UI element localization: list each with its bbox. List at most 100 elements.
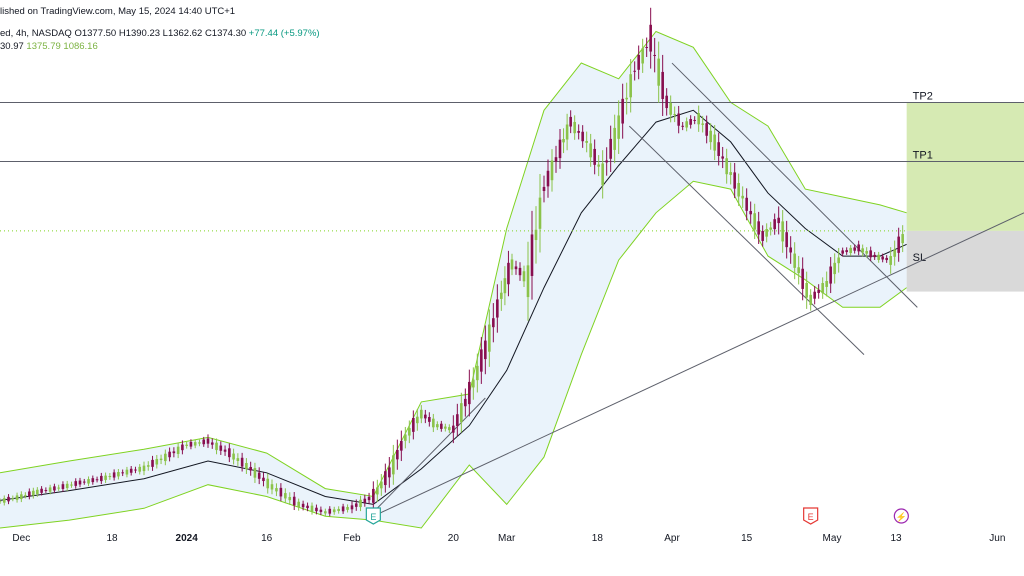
axis-label[interactable]: May xyxy=(823,533,842,544)
candle-body xyxy=(24,495,27,497)
candle-body xyxy=(693,119,696,121)
axis-label[interactable]: Dec xyxy=(12,533,30,544)
candle-body xyxy=(82,481,86,483)
bollinger-lower-line xyxy=(0,180,907,529)
candle-body xyxy=(645,46,648,48)
candle-body xyxy=(253,468,257,478)
candle-body xyxy=(129,468,133,473)
candle-body xyxy=(865,250,868,254)
long-position-tool[interactable] xyxy=(906,102,1024,292)
candle-body xyxy=(717,142,720,156)
target-zone[interactable] xyxy=(906,102,1024,231)
candle-body xyxy=(112,472,116,478)
candle-body xyxy=(448,427,451,431)
axis-label[interactable]: 2024 xyxy=(176,533,199,544)
candle-body xyxy=(444,426,447,429)
axis-label[interactable]: 16 xyxy=(261,533,273,544)
candle-body xyxy=(733,172,736,189)
candle-body xyxy=(577,131,580,133)
candle-body xyxy=(593,148,596,165)
axis-label[interactable]: 13 xyxy=(890,533,902,544)
events-icon-glyph: E xyxy=(370,512,376,522)
trendline-channel-lower[interactable] xyxy=(628,125,865,355)
trendlines[interactable] xyxy=(372,62,1024,517)
ohlc-open: O1377.50 xyxy=(74,28,117,39)
candle-body xyxy=(284,493,287,499)
candle-body xyxy=(562,139,565,143)
candle-body xyxy=(428,416,431,422)
candle-body xyxy=(44,490,48,492)
candle-body xyxy=(104,475,107,480)
candle-body xyxy=(219,445,223,451)
candle-body xyxy=(558,139,562,159)
trendline-inner-falling[interactable] xyxy=(372,397,486,513)
trendline-channel-upper[interactable] xyxy=(671,62,918,308)
axis-label[interactable]: Feb xyxy=(343,533,361,544)
candle-body xyxy=(292,496,296,506)
events-icon[interactable]: E xyxy=(365,507,381,525)
candle-body xyxy=(2,498,6,503)
candle-body xyxy=(817,289,820,294)
level-lines[interactable]: TP2 TP1 SL xyxy=(0,90,1024,264)
candle-body xyxy=(100,475,103,482)
candle-body xyxy=(484,340,487,360)
candle-body xyxy=(185,444,188,446)
candle-body xyxy=(206,438,210,444)
candle-body xyxy=(354,503,358,507)
axis-label[interactable]: 20 xyxy=(448,533,460,544)
axis-label[interactable]: Mar xyxy=(498,533,516,544)
candle-body xyxy=(288,497,292,501)
candle-body xyxy=(769,227,772,230)
candle-body xyxy=(202,439,206,445)
candle-body xyxy=(159,458,163,461)
candle-body xyxy=(20,494,23,500)
candle-body xyxy=(705,123,708,136)
candle-body xyxy=(605,160,608,163)
ohlc-high: H1390.23 xyxy=(118,28,161,39)
candle-body xyxy=(151,459,154,467)
axis-label[interactable]: 15 xyxy=(741,533,753,544)
dividends-icon[interactable]: ⚡ xyxy=(893,508,909,524)
candle-body xyxy=(534,229,538,241)
candle-body xyxy=(138,466,142,472)
stop-zone[interactable] xyxy=(906,230,1024,292)
candle-body xyxy=(388,467,391,478)
earnings-icon-glyph: E xyxy=(808,512,814,522)
axis-label[interactable]: 18 xyxy=(592,533,604,544)
earnings-icon[interactable]: E xyxy=(803,507,819,525)
axis-label[interactable]: Apr xyxy=(664,533,680,544)
candle-body xyxy=(228,448,231,458)
candle-body xyxy=(526,265,530,298)
candles xyxy=(0,7,904,517)
events-icon-shape xyxy=(365,507,381,525)
candle-body xyxy=(661,71,664,99)
candle-body xyxy=(78,480,82,485)
time-axis[interactable]: Dec 18 2024 16 Feb 20 Mar 18 Apr 15 May 13 Jun xyxy=(12,533,1005,544)
candle-body xyxy=(315,507,318,512)
candle-body xyxy=(781,221,784,242)
candle-body xyxy=(873,254,876,258)
candle-body xyxy=(689,119,692,125)
axis-label[interactable]: 18 xyxy=(106,533,118,544)
candle-body xyxy=(885,257,888,261)
candle-body xyxy=(518,267,522,276)
candle-body xyxy=(266,478,270,489)
axis-label[interactable]: Jun xyxy=(989,533,1005,544)
trendline-support[interactable] xyxy=(373,212,1024,517)
candle-body xyxy=(332,509,336,513)
candle-body xyxy=(633,70,636,72)
candle-body xyxy=(210,442,214,445)
candle-body xyxy=(7,496,10,502)
candle-body xyxy=(319,509,323,512)
candle-body xyxy=(773,219,776,230)
candle-body xyxy=(53,486,56,491)
event-markers[interactable]: E E ⚡ xyxy=(365,507,909,525)
symbol-legend[interactable]: ed, 4h, NASDAQ O1377.50 H1390.23 L1362.6… xyxy=(0,28,320,39)
candle-body xyxy=(198,442,201,444)
indicator-legend[interactable]: 30.97 1375.79 1086.16 xyxy=(0,41,98,52)
candle-body xyxy=(372,488,375,503)
candle-body xyxy=(793,253,796,268)
candle-body xyxy=(408,428,411,436)
publish-text: lished on TradingView.com, May 15, 2024 … xyxy=(0,6,236,17)
